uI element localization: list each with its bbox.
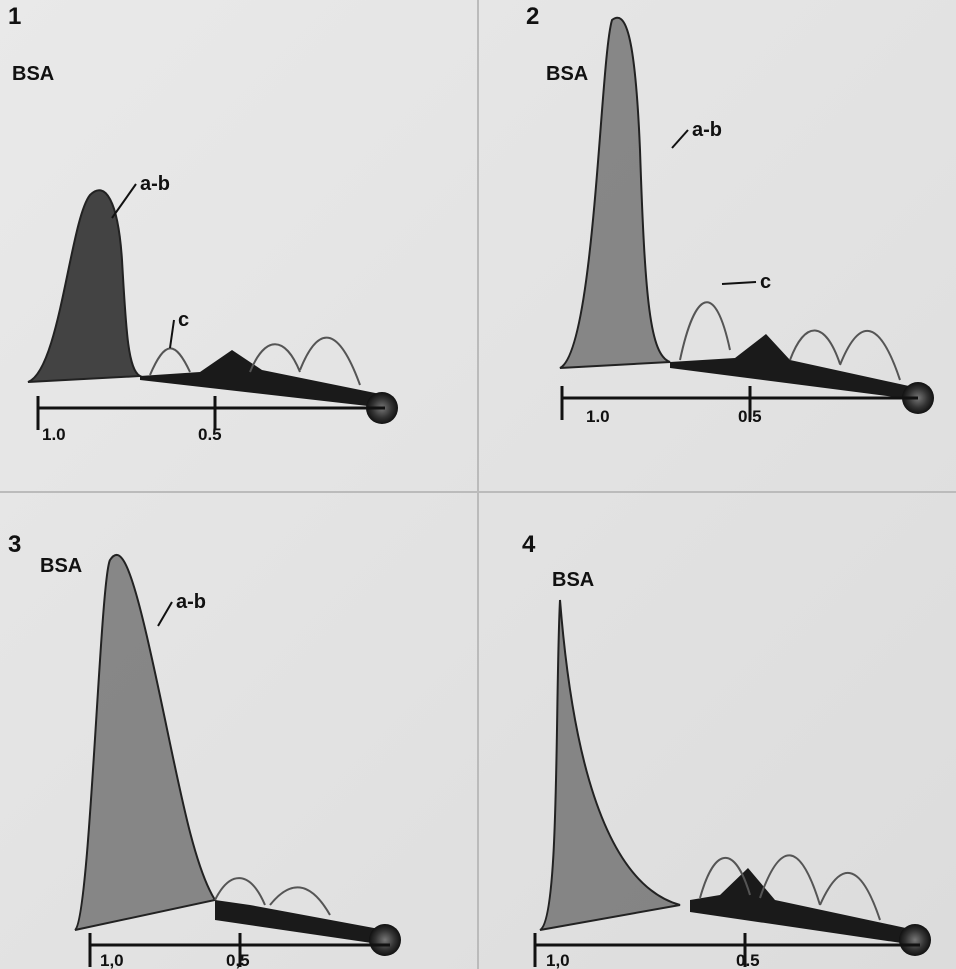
precipitate-peak — [27, 189, 144, 383]
annotation: c — [178, 309, 189, 331]
scale-label: 1,0 — [100, 951, 124, 969]
precipitate-arc — [679, 301, 731, 361]
scale-label: 1,0 — [546, 951, 570, 969]
annotation-leader — [169, 319, 175, 349]
precipitate-band — [690, 868, 915, 945]
panel-number: 4 — [522, 531, 536, 558]
precipitate-arc — [299, 336, 361, 386]
antigen-label: BSA — [12, 63, 54, 85]
precipitate-peak — [74, 554, 217, 931]
precipitate-arc — [269, 886, 331, 916]
scale-label: 0.5 — [198, 425, 222, 444]
precipitate-arc — [249, 343, 301, 373]
precipitate-arc — [699, 856, 751, 899]
precipitate-arc — [759, 854, 821, 906]
panel: 2 BSA a-b c 1.0 0.5 — [526, 3, 934, 426]
precipitate-band — [670, 334, 918, 400]
scale-label: 0,5 — [226, 951, 250, 969]
panel: 3 BSA a-b 1,0 0,5 — [8, 531, 401, 969]
antigen-well — [369, 924, 401, 956]
scale-label: 1.0 — [42, 425, 66, 444]
annotation: a-b — [692, 119, 722, 141]
annotation-leader — [721, 281, 757, 285]
precipitate-arc — [819, 872, 881, 921]
annotation-leader — [157, 601, 173, 627]
panel-number: 1 — [8, 3, 21, 30]
panel-number: 3 — [8, 531, 21, 558]
antigen-label: BSA — [546, 63, 588, 85]
antigen-well — [899, 924, 931, 956]
scale-label: 1.0 — [586, 407, 610, 426]
precipitate-arc — [214, 877, 266, 906]
annotation: c — [760, 271, 771, 293]
precipitate-arc — [839, 330, 901, 381]
annotation-leader — [111, 183, 137, 219]
precipitate-arc — [789, 329, 841, 365]
annotation: a-b — [140, 173, 170, 195]
scale-label: 0.5 — [736, 951, 760, 969]
precipitate-band — [215, 900, 385, 945]
annotation-leader — [671, 129, 689, 149]
scale-label: 0.5 — [738, 407, 762, 426]
antigen-label: BSA — [40, 555, 82, 577]
panel-number: 2 — [526, 3, 539, 30]
precipitate-peak — [559, 16, 671, 369]
annotation: a-b — [176, 591, 206, 613]
precipitate-arc — [149, 347, 191, 376]
antigen-label: BSA — [552, 569, 594, 591]
panel: 1 BSA a-b c 1.0 0.5 — [8, 3, 398, 444]
panel: 4 BSA 1,0 0.5 — [522, 531, 931, 969]
precipitate-band — [140, 350, 385, 408]
precipitate-peak — [539, 599, 681, 931]
